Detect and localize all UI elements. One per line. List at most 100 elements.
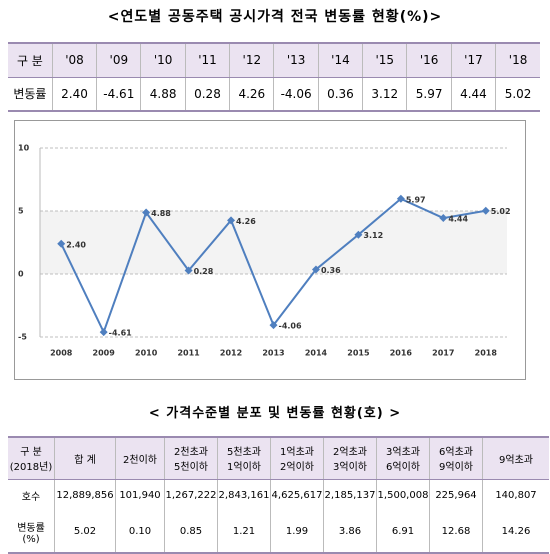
marker: [396, 194, 405, 203]
table-cell: 6.91: [376, 511, 430, 554]
y-tick-label: 5: [18, 207, 24, 216]
data-label: 4.88: [151, 209, 171, 218]
table-cell: 변동률 (%): [8, 511, 55, 554]
table-cell: -4.61: [96, 77, 142, 112]
table-cell: 2천초과 5천이하: [164, 436, 218, 480]
data-label: -4.61: [109, 329, 132, 338]
table-cell: 1,267,222: [164, 479, 218, 511]
table-cell: 2천이하: [115, 436, 165, 480]
table-cell: 5.02: [495, 77, 540, 112]
table-cell: 2.40: [51, 77, 98, 112]
table-cell: 3.86: [323, 511, 377, 554]
table-cell: 140,807: [482, 479, 549, 511]
table-cell: -4.06: [273, 77, 319, 112]
x-tick-label: 2010: [135, 349, 158, 358]
table-cell: 0.85: [164, 511, 218, 554]
table-row: 구 분 '08'09'10'11'12'13'14'15'16'17'18: [8, 42, 540, 78]
table-cell: 2억초과 3억이하: [323, 436, 377, 480]
table-cell: '10: [140, 42, 186, 78]
table-cell: 5.97: [406, 77, 452, 112]
table-cell: 14.26: [482, 511, 549, 554]
table-cell: 5천초과 1억이하: [217, 436, 271, 480]
table-cell: 1.21: [217, 511, 271, 554]
table-cell: 합 계: [54, 436, 116, 480]
table-cell: 4.26: [229, 77, 275, 112]
x-tick-label: 2018: [475, 349, 498, 358]
table-cell: 4,625,617: [270, 479, 324, 511]
marker: [57, 239, 66, 248]
data-label: 0.36: [321, 266, 341, 275]
table-cell: 2,185,137: [323, 479, 377, 511]
x-tick-label: 2011: [177, 349, 200, 358]
band: [40, 211, 507, 274]
x-tick-label: 2009: [93, 349, 116, 358]
table-cell: '13: [273, 42, 319, 78]
data-label: 3.12: [363, 231, 383, 240]
marker: [142, 208, 151, 217]
y-tick-label: 0: [18, 270, 24, 279]
table-cell: 0.28: [184, 77, 231, 112]
x-tick-label: 2013: [262, 349, 284, 358]
marker: [311, 265, 320, 274]
table-cell: '18: [495, 42, 540, 78]
table-cell: 101,940: [115, 479, 165, 511]
table-row: 구 분 (2018년) 합 계 2천이하 2천초과 5천이하 5천초과 1억이하 1억초과…: [8, 436, 549, 480]
table-row: 호수 12,889,856 101,940 1,267,222 2,843,161 4,6…: [8, 479, 549, 511]
table-cell: '11: [184, 42, 231, 78]
data-label: 0.28: [194, 267, 214, 276]
title: < 가격수준별 분포 및 변동률 현황(호) >: [148, 406, 402, 421]
x-tick-label: 2014: [305, 349, 328, 358]
marker: [227, 216, 236, 225]
x-tick-label: 2015: [347, 349, 370, 358]
x-tick-label: 2012: [220, 349, 242, 358]
table-cell: 4.88: [140, 77, 186, 112]
table-cell: 6억초과 9억이하: [429, 436, 483, 480]
table-cell: 구 분 (2018년): [8, 436, 55, 480]
title: <연도별 공동주택 공시가격 전국 변동률 현황(%)>: [107, 9, 443, 25]
table-cell: 225,964: [429, 479, 483, 511]
chart: -5 0 5 10 2008 2009 2010 2011 2012 2013 2014 2015 20…: [14, 120, 526, 380]
table-cell: 1,500,008: [376, 479, 430, 511]
table-row: 변동률 2.40 -4.61 4.88 0.28 4.26 -4.06 0.36 3.12 5.9…: [8, 77, 540, 112]
marker: [439, 214, 448, 223]
table-row: 변동률 (%) 5.02 0.10 0.85 1.21 1.99 3.86 6.91 12.68…: [8, 511, 549, 554]
table-cell: '17: [450, 42, 497, 78]
table-cell: 1억초과 2억이하: [270, 436, 324, 480]
table-cell: 호수: [8, 479, 55, 511]
data-label: 5.02: [491, 207, 511, 216]
table-cell: 0.36: [317, 77, 364, 112]
table-cell: '12: [229, 42, 275, 78]
table-cell: 변동률: [8, 77, 53, 112]
table-cell: 구 분: [8, 42, 53, 78]
marker: [269, 321, 278, 330]
x-tick-label: 2016: [390, 349, 413, 358]
table-cell: 9억초과: [482, 436, 549, 480]
table-cell: 3.12: [362, 77, 408, 112]
table-cell: 5.02: [54, 511, 116, 554]
table-cell: 12,889,856: [54, 479, 116, 511]
rate-table: 구 분 '08'09'10'11'12'13'14'15'16'17'18 변동률 2…: [8, 42, 540, 112]
table-cell: 4.44: [450, 77, 497, 112]
table-cell: 2,843,161: [217, 479, 271, 511]
table-cell: 3억초과 6억이하: [376, 436, 430, 480]
x-tick-label: 2017: [432, 349, 454, 358]
y-tick-label: -5: [18, 333, 27, 342]
price-table: 구 분 (2018년) 합 계 2천이하 2천초과 5천이하 5천초과 1억이하 1억초과…: [8, 436, 549, 554]
data-label: 5.97: [406, 195, 426, 204]
data-label: 2.40: [66, 240, 86, 249]
y-tick-label: 10: [18, 144, 30, 153]
marker: [481, 206, 490, 215]
marker: [184, 266, 193, 275]
x-tick-label: 2008: [50, 349, 73, 358]
table-cell: '16: [406, 42, 452, 78]
data-label: 4.26: [236, 217, 256, 226]
table-cell: '08: [51, 42, 98, 78]
marker: [99, 328, 108, 337]
table-cell: 0.10: [115, 511, 165, 554]
marker: [354, 230, 363, 239]
data-label: 4.44: [448, 215, 468, 224]
table-cell: 1.99: [270, 511, 324, 554]
table-cell: '09: [96, 42, 142, 78]
data-label: -4.06: [279, 322, 302, 331]
